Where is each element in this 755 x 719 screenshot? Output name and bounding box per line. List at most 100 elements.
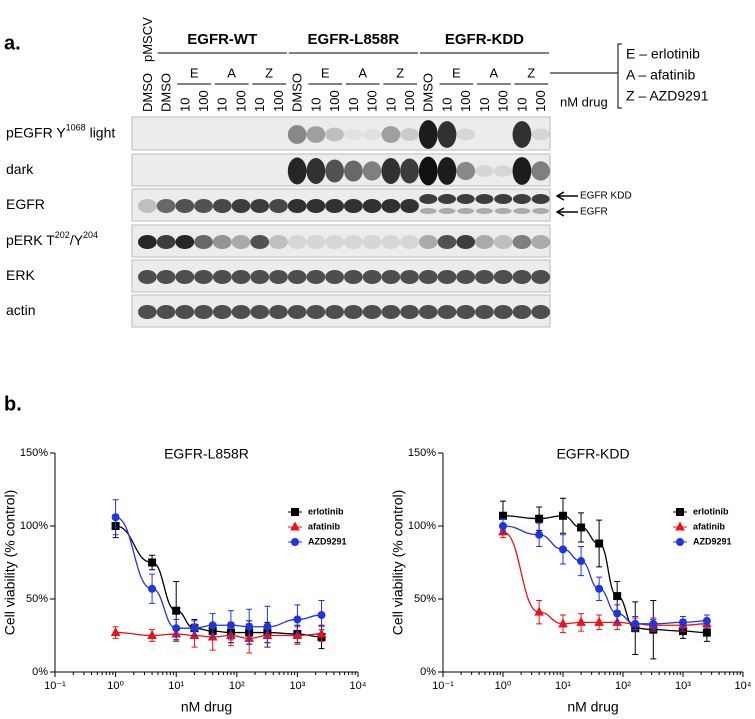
band	[456, 128, 476, 141]
band	[512, 121, 532, 148]
drug-label: A	[227, 65, 236, 80]
lane-label: 10	[346, 98, 361, 112]
group-label: EGFR-KDD	[445, 31, 524, 48]
point	[245, 622, 254, 631]
drug-label: Z	[527, 65, 535, 80]
point	[679, 618, 687, 627]
band	[325, 269, 344, 285]
band	[381, 158, 401, 184]
band	[437, 304, 457, 320]
lane-label: 100	[365, 90, 380, 112]
point	[613, 609, 622, 618]
band	[344, 198, 363, 214]
point	[148, 584, 157, 593]
row-label: actin	[6, 302, 36, 318]
y-tick-label: 0%	[32, 666, 48, 678]
band	[419, 194, 438, 204]
band	[287, 125, 307, 144]
superscript: 204	[83, 230, 98, 240]
row-label: ERK	[6, 267, 35, 283]
band	[437, 157, 457, 185]
panel-b: b.	[4, 393, 22, 415]
x-tick-label: 10⁻¹	[44, 680, 66, 692]
band	[437, 234, 457, 250]
lane-label: 10	[514, 98, 529, 112]
band	[344, 160, 363, 182]
band	[362, 161, 382, 181]
x-tick-label: 10⁴	[735, 680, 752, 692]
series-line	[502, 515, 707, 634]
band	[493, 304, 513, 320]
band	[306, 126, 326, 143]
band	[194, 269, 213, 285]
point	[613, 592, 622, 601]
band	[494, 208, 512, 214]
lane-label: 10	[383, 98, 398, 112]
point	[292, 629, 303, 639]
band	[362, 269, 382, 285]
band	[475, 234, 494, 250]
band	[306, 304, 326, 320]
chart-title: EGFR-KDD	[556, 446, 629, 462]
point	[110, 627, 121, 637]
band	[175, 234, 195, 250]
band	[512, 304, 532, 320]
drug-label: E	[452, 65, 461, 80]
band	[194, 198, 213, 214]
band	[493, 165, 513, 177]
band	[475, 269, 494, 285]
x-tick-label: 10¹	[555, 680, 571, 692]
band	[400, 269, 419, 285]
lane-label: DMSO	[140, 73, 155, 112]
point	[172, 624, 181, 633]
band	[306, 269, 326, 285]
band	[287, 198, 307, 214]
lane-label: 100	[458, 90, 473, 112]
band	[512, 157, 532, 185]
band	[400, 158, 419, 184]
lane-label: 10	[477, 98, 492, 112]
label-part: EGFR	[6, 196, 45, 212]
band	[531, 234, 550, 250]
legend-label: erlotinib	[308, 506, 344, 516]
band	[269, 304, 288, 320]
point	[263, 622, 272, 631]
band	[269, 269, 288, 285]
label-part: actin	[6, 302, 36, 318]
band	[475, 165, 494, 177]
band	[250, 269, 270, 285]
band	[287, 269, 307, 285]
band	[231, 234, 251, 250]
lane-label: DMSO	[290, 73, 305, 112]
band	[212, 198, 232, 214]
drug-label: A	[489, 65, 498, 80]
band	[175, 269, 195, 285]
lane-label: 100	[271, 90, 286, 112]
y-axis-label: Cell viability (% control)	[390, 490, 406, 635]
x-axis-label: nM drug	[181, 699, 232, 715]
band-marker-label: EGFR KDD	[580, 191, 632, 202]
point	[148, 558, 157, 567]
band	[512, 194, 531, 204]
band	[175, 304, 195, 320]
band	[493, 234, 513, 250]
point	[534, 606, 544, 616]
band	[231, 198, 251, 214]
band	[344, 129, 363, 140]
band	[437, 121, 457, 148]
band	[306, 158, 326, 184]
band	[532, 208, 550, 214]
band	[513, 208, 531, 214]
lane-label: 10	[308, 98, 323, 112]
drug-label: Z	[265, 65, 273, 80]
band	[418, 234, 438, 250]
point	[676, 508, 684, 516]
band	[250, 234, 270, 250]
label-part: dark	[6, 161, 34, 177]
band	[194, 304, 213, 320]
band	[156, 304, 176, 320]
band	[494, 194, 513, 204]
panel-label: a.	[4, 32, 21, 54]
band	[156, 234, 176, 250]
